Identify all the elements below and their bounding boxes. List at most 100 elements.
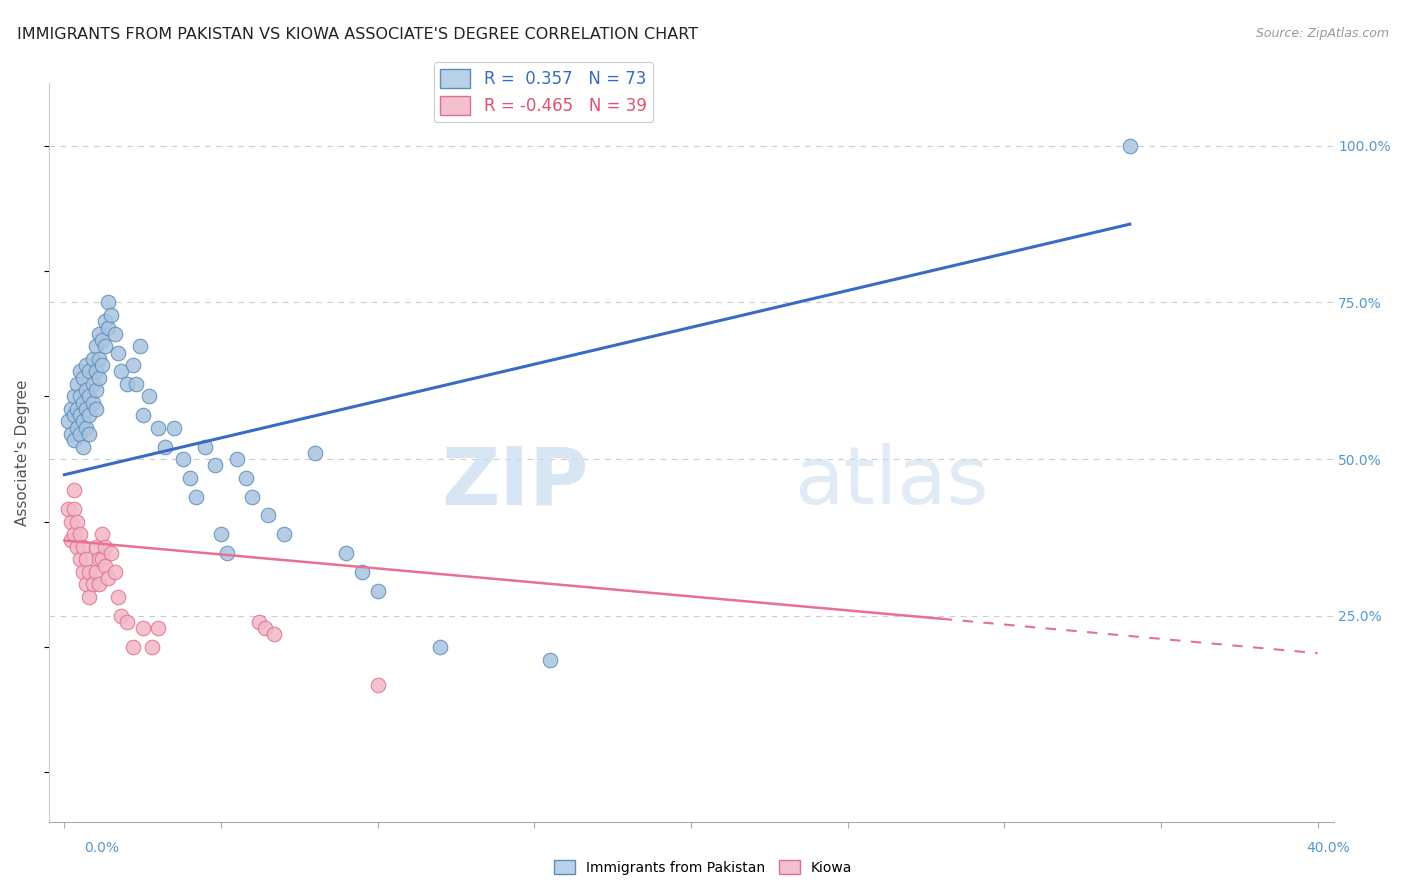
Point	[110, 608, 132, 623]
Point	[69, 427, 91, 442]
Legend: R =  0.357   N = 73, R = -0.465   N = 39: R = 0.357 N = 73, R = -0.465 N = 39	[433, 62, 654, 122]
Point	[235, 471, 257, 485]
Text: ZIP: ZIP	[441, 443, 588, 521]
Point	[94, 540, 117, 554]
Point	[84, 383, 107, 397]
Point	[100, 308, 122, 322]
Text: atlas: atlas	[794, 443, 988, 521]
Point	[69, 364, 91, 378]
Point	[59, 401, 82, 416]
Point	[179, 471, 201, 485]
Point	[163, 421, 186, 435]
Y-axis label: Associate's Degree: Associate's Degree	[15, 379, 30, 526]
Point	[63, 527, 86, 541]
Point	[69, 527, 91, 541]
Point	[91, 527, 114, 541]
Point	[66, 515, 89, 529]
Point	[257, 508, 280, 523]
Point	[148, 621, 170, 635]
Point	[87, 326, 110, 341]
Text: IMMIGRANTS FROM PAKISTAN VS KIOWA ASSOCIATE'S DEGREE CORRELATION CHART: IMMIGRANTS FROM PAKISTAN VS KIOWA ASSOCI…	[17, 27, 697, 42]
Point	[75, 552, 97, 566]
Point	[138, 389, 160, 403]
Point	[97, 295, 120, 310]
Point	[87, 552, 110, 566]
Point	[84, 339, 107, 353]
Point	[194, 440, 217, 454]
Point	[63, 408, 86, 422]
Point	[56, 415, 79, 429]
Point	[91, 552, 114, 566]
Point	[217, 546, 239, 560]
Point	[75, 383, 97, 397]
Point	[352, 565, 374, 579]
Point	[79, 565, 101, 579]
Point	[100, 546, 122, 560]
Point	[247, 615, 270, 629]
Point	[242, 490, 264, 504]
Text: Source: ZipAtlas.com: Source: ZipAtlas.com	[1256, 27, 1389, 40]
Point	[63, 502, 86, 516]
Point	[82, 376, 104, 391]
Point	[153, 440, 176, 454]
Point	[209, 527, 232, 541]
Point	[84, 565, 107, 579]
Point	[63, 434, 86, 448]
Point	[122, 640, 145, 654]
Point	[79, 590, 101, 604]
Point	[72, 395, 94, 409]
Point	[69, 408, 91, 422]
Point	[87, 577, 110, 591]
Point	[173, 452, 195, 467]
Point	[75, 577, 97, 591]
Point	[72, 565, 94, 579]
Point	[59, 533, 82, 548]
Point	[110, 364, 132, 378]
Point	[97, 571, 120, 585]
Point	[253, 621, 276, 635]
Point	[204, 458, 226, 473]
Point	[103, 326, 125, 341]
Point	[82, 351, 104, 366]
Point	[132, 621, 155, 635]
Point	[273, 527, 295, 541]
Point	[75, 421, 97, 435]
Point	[66, 376, 89, 391]
Point	[75, 401, 97, 416]
Point	[107, 590, 129, 604]
Point	[59, 427, 82, 442]
Point	[66, 421, 89, 435]
Point	[72, 440, 94, 454]
Point	[63, 483, 86, 498]
Point	[115, 376, 138, 391]
Point	[263, 627, 285, 641]
Point	[87, 351, 110, 366]
Point	[59, 515, 82, 529]
Point	[69, 389, 91, 403]
Point	[115, 615, 138, 629]
Point	[367, 677, 389, 691]
Point	[225, 452, 247, 467]
Point	[128, 339, 150, 353]
Point	[66, 540, 89, 554]
Point	[148, 421, 170, 435]
Point	[94, 314, 117, 328]
Point	[141, 640, 163, 654]
Point	[94, 339, 117, 353]
Point	[63, 389, 86, 403]
Point	[75, 358, 97, 372]
Point	[66, 401, 89, 416]
Point	[84, 364, 107, 378]
Point	[72, 415, 94, 429]
Point	[429, 640, 451, 654]
Point	[107, 345, 129, 359]
Point	[84, 540, 107, 554]
Point	[367, 583, 389, 598]
Text: 40.0%: 40.0%	[1306, 841, 1351, 855]
Point	[1119, 139, 1142, 153]
Point	[79, 408, 101, 422]
Point	[79, 427, 101, 442]
Point	[125, 376, 148, 391]
Point	[132, 408, 155, 422]
Point	[79, 389, 101, 403]
